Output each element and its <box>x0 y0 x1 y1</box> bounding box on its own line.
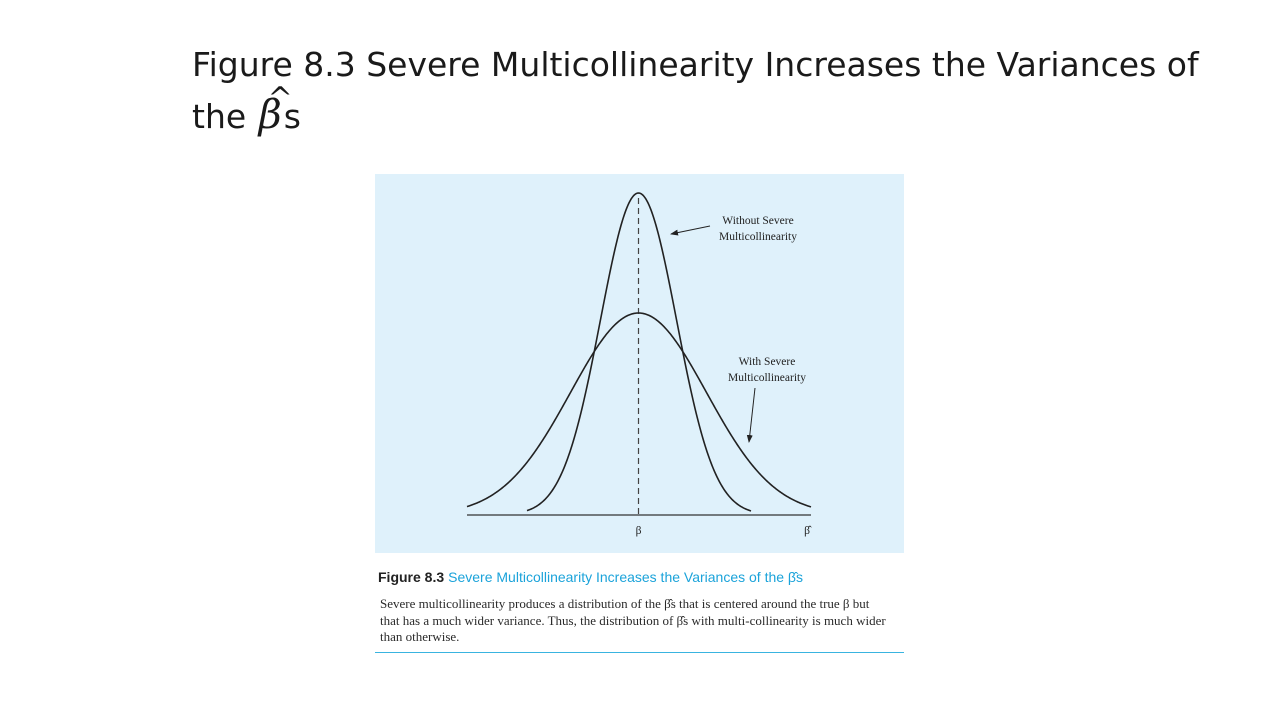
hat-mark: ^ <box>267 81 293 116</box>
caption-title-row: Figure 8.3 Severe Multicollinearity Incre… <box>378 568 904 586</box>
label-without-line-1: Without Severe <box>722 215 793 227</box>
caption-title: Severe Multicollinearity Increases the V… <box>448 569 803 585</box>
beta-letter: β <box>258 92 282 138</box>
label-without-line-2: Multicollinearity <box>719 231 797 243</box>
label-with-line-1: With Severe <box>739 356 796 368</box>
axis-label-true-beta: β <box>636 525 642 537</box>
caption-figure-number: Figure 8.3 <box>378 569 445 585</box>
arrow-without <box>670 225 711 236</box>
caption-body: Severe multicollinearity produces a dist… <box>380 596 886 644</box>
label-with-line-2: Multicollinearity <box>728 372 806 384</box>
title-suffix: s <box>283 97 301 136</box>
beta-hat-symbol: ^ β <box>258 81 293 140</box>
figure-caption: Figure 8.3 Severe Multicollinearity Incre… <box>375 562 904 653</box>
figure-panel: Without Severe Multicollinearity With Se… <box>375 174 904 553</box>
distribution-diagram: Without Severe Multicollinearity With Se… <box>466 192 812 537</box>
title-line-2: the ^ βs <box>192 81 1092 142</box>
title-prefix: the <box>192 97 257 136</box>
arrow-with <box>746 387 756 443</box>
title-line-1: Figure 8.3 Severe Multicollinearity Incr… <box>192 45 1199 84</box>
curve-with-severe-multicollinearity <box>466 312 812 508</box>
curve-without-severe-multicollinearity <box>526 192 752 512</box>
slide-title: Figure 8.3 Severe Multicollinearity Incr… <box>192 40 1199 142</box>
axis-label-beta-hat: β̂ <box>804 525 812 537</box>
